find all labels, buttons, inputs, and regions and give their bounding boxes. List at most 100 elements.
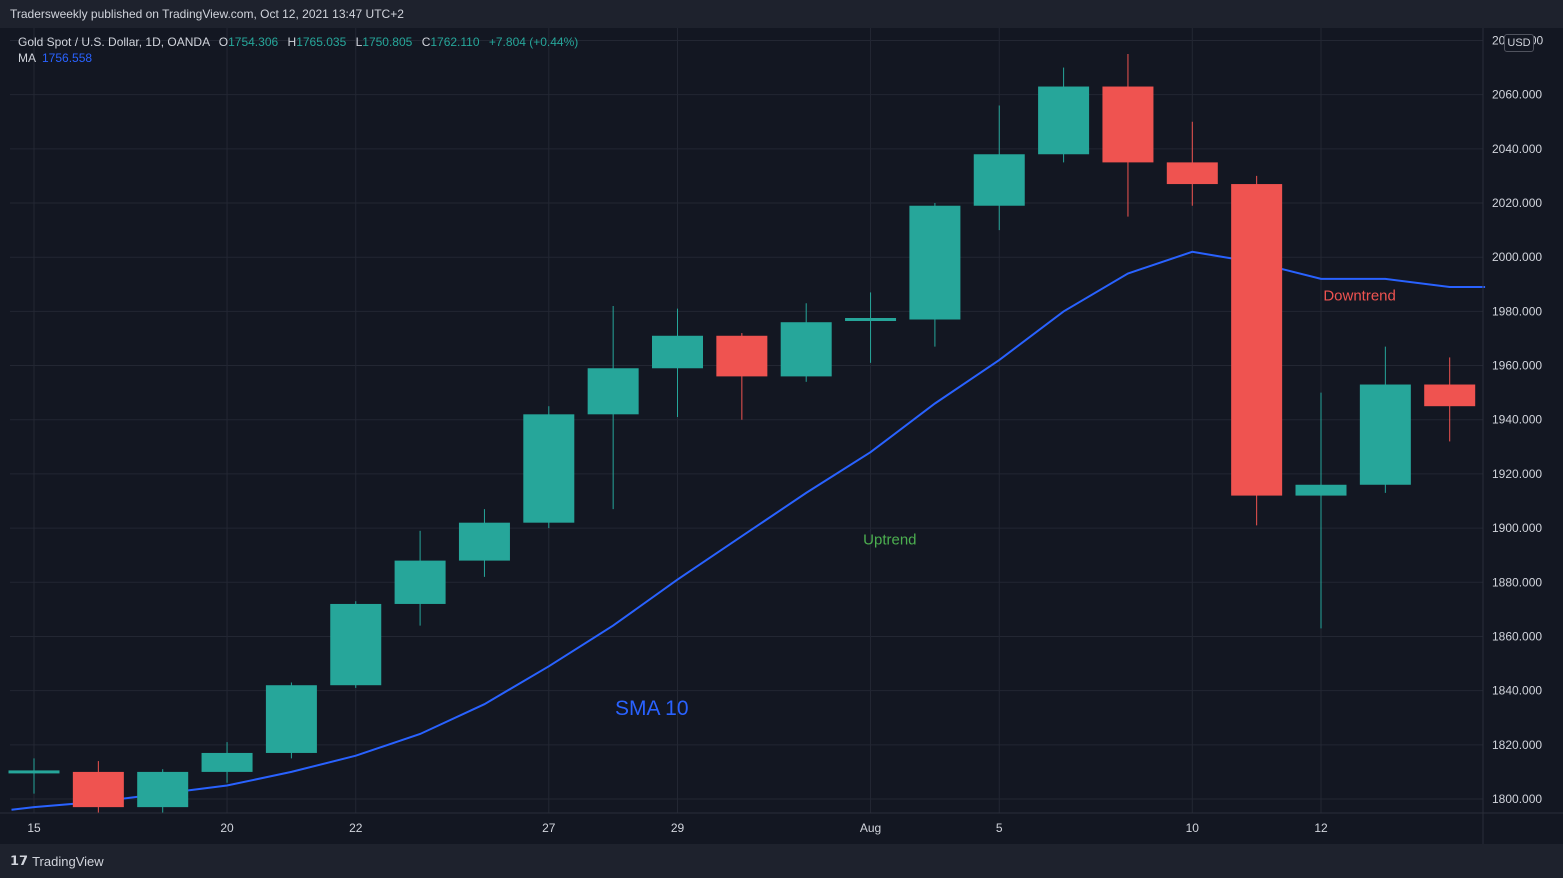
candle[interactable]: [587, 305, 639, 510]
candle-body: [201, 752, 253, 772]
candle-body: [523, 414, 575, 523]
candle-body: [1231, 184, 1283, 496]
chart-annotation[interactable]: Uptrend: [863, 531, 916, 548]
y-tick-label: 1960.000: [1492, 359, 1542, 373]
open-value: 1754.306: [228, 35, 279, 49]
currency-badge[interactable]: USD: [1504, 34, 1534, 52]
y-tick-label: 1800.000: [1492, 792, 1542, 806]
legend-row-ma: MA 1756.558: [18, 50, 578, 66]
time-axis: 15 20 22 27 29 Aug 5 10 12: [0, 812, 1563, 835]
candle-body: [1166, 162, 1218, 185]
candle-body: [780, 322, 832, 377]
candle-body: [716, 335, 768, 377]
candle[interactable]: [201, 742, 253, 783]
candle[interactable]: [1038, 67, 1090, 163]
candle-body: [845, 318, 897, 322]
y-tick-label: 1880.000: [1492, 575, 1542, 589]
candle[interactable]: [716, 333, 768, 420]
ma-label[interactable]: MA: [18, 51, 36, 65]
tradingview-brand[interactable]: 𝟭𝟳 TradingView: [10, 853, 104, 869]
candle-body: [1424, 384, 1476, 407]
candle-body: [587, 368, 639, 415]
y-tick-label: 1820.000: [1492, 738, 1542, 752]
low-value: 1750.805: [362, 35, 413, 49]
chart-legend: Gold Spot / U.S. Dollar, 1D, OANDA O1754…: [18, 34, 578, 66]
price-chart[interactable]: SMA 10 Uptrend Downtrend 1800.000 1820.000 1…: [0, 28, 1563, 844]
candle[interactable]: [780, 303, 832, 382]
brand-label: TradingView: [32, 853, 104, 869]
candle[interactable]: [1231, 175, 1283, 526]
candle[interactable]: [330, 601, 382, 688]
candle[interactable]: [265, 682, 317, 759]
candle[interactable]: [973, 105, 1025, 231]
candle[interactable]: [394, 530, 446, 626]
tradingview-logo-icon: 𝟭𝟳: [10, 853, 29, 868]
candle[interactable]: [458, 509, 510, 577]
candle-body: [1038, 86, 1090, 155]
x-tick-label: 27: [542, 821, 556, 835]
legend-row-symbol: Gold Spot / U.S. Dollar, 1D, OANDA O1754…: [18, 34, 578, 50]
y-tick-label: 1980.000: [1492, 304, 1542, 318]
y-tick-label: 1860.000: [1492, 629, 1542, 643]
candle[interactable]: [909, 203, 961, 347]
candle-body: [458, 522, 510, 561]
chart-area[interactable]: SMA 10 Uptrend Downtrend 1800.000 1820.000 1…: [0, 28, 1563, 844]
candle[interactable]: [1166, 121, 1218, 206]
candle[interactable]: [72, 761, 124, 813]
y-tick-label: 2040.000: [1492, 142, 1542, 156]
candle[interactable]: [1424, 357, 1476, 442]
annotations: SMA 10 Uptrend Downtrend: [615, 288, 1396, 720]
candle[interactable]: [137, 769, 189, 813]
candle[interactable]: [523, 406, 575, 529]
y-tick-label: 1900.000: [1492, 521, 1542, 535]
close-value: 1762.110: [430, 35, 480, 49]
x-tick-label: Aug: [860, 821, 881, 835]
high-value: 1765.035: [296, 35, 347, 49]
candle[interactable]: [1359, 346, 1411, 493]
candle[interactable]: [1102, 54, 1154, 217]
low-label: L: [355, 35, 363, 49]
y-tick-label: 2020.000: [1492, 196, 1542, 210]
candle[interactable]: [8, 758, 60, 794]
candle-body: [909, 205, 961, 320]
publish-bar: Tradersweekly published on TradingView.c…: [0, 0, 1563, 28]
candle-body: [265, 685, 317, 753]
candle-body: [137, 771, 189, 808]
x-tick-label: 29: [671, 821, 685, 835]
ma-value: 1756.558: [42, 51, 93, 65]
change-value: +7.804 (+0.44%): [488, 35, 579, 49]
candle[interactable]: [652, 308, 703, 418]
candle-body: [8, 770, 60, 774]
grid-lines: [0, 28, 1563, 844]
y-tick-label: 1920.000: [1492, 467, 1542, 481]
close-label: C: [421, 35, 431, 49]
high-label: H: [287, 35, 297, 49]
publish-info: Tradersweekly published on TradingView.c…: [10, 7, 404, 21]
symbol-label: Gold Spot / U.S. Dollar, 1D, OANDA: [18, 35, 210, 49]
candle[interactable]: [1295, 392, 1347, 629]
candle-body: [1295, 484, 1347, 496]
x-tick-label: 10: [1186, 821, 1200, 835]
candle-body: [1359, 384, 1411, 485]
x-tick-label: 12: [1314, 821, 1328, 835]
candles: [8, 54, 1476, 813]
candle[interactable]: [845, 292, 897, 363]
x-tick-label: 5: [996, 821, 1003, 835]
candle-body: [72, 771, 124, 808]
x-tick-label: 20: [220, 821, 234, 835]
open-label: O: [218, 35, 229, 49]
y-tick-label: 2000.000: [1492, 250, 1542, 264]
y-tick-label: 1840.000: [1492, 684, 1542, 698]
chart-annotation[interactable]: SMA 10: [615, 697, 689, 720]
chart-annotation[interactable]: Downtrend: [1323, 288, 1396, 305]
candle-body: [973, 154, 1025, 206]
x-tick-label: 15: [27, 821, 41, 835]
x-tick-label: 22: [349, 821, 363, 835]
candle-body: [330, 603, 382, 686]
candle-body: [1102, 86, 1154, 163]
candle-body: [394, 560, 446, 604]
y-tick-label: 2060.000: [1492, 88, 1542, 102]
plot-background: [0, 28, 1563, 844]
footer-bar: 𝟭𝟳 TradingView: [0, 844, 1563, 878]
candle-body: [652, 335, 703, 369]
